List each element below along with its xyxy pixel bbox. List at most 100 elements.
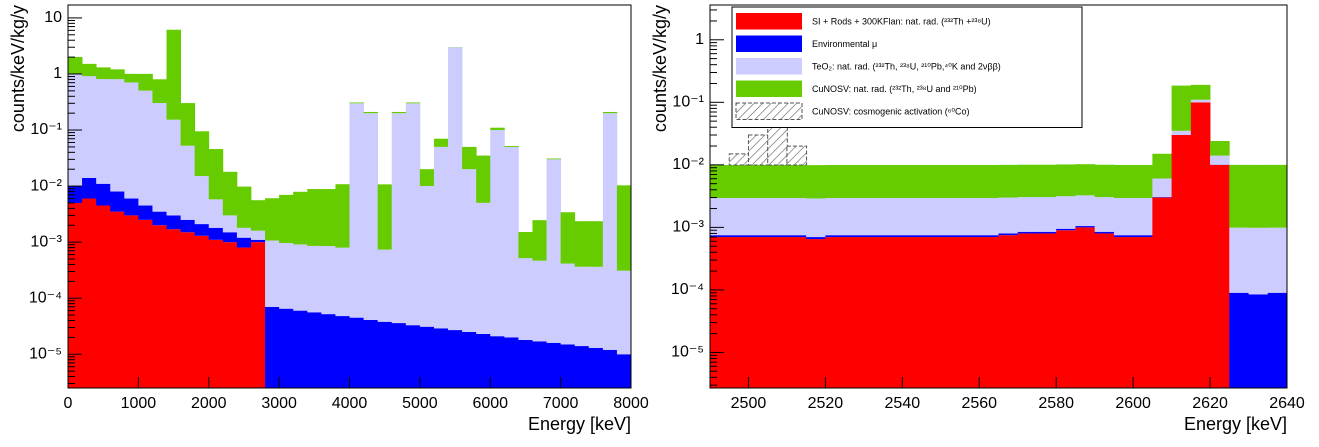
y-tick-label: 10⁻³: [30, 233, 62, 250]
histogram-bin: [138, 91, 152, 206]
histogram-bin: [490, 130, 504, 336]
histogram-bin: [1191, 100, 1211, 103]
histogram-bin: [1056, 164, 1076, 196]
histogram-bin: [768, 165, 788, 198]
histogram-bin: [1114, 237, 1134, 390]
histogram-bin: [806, 237, 826, 239]
y-tick-label: 10⁻³: [672, 219, 704, 236]
histogram-bin: [1075, 226, 1095, 227]
histogram-bin: [251, 242, 265, 390]
histogram-bin: [748, 198, 768, 235]
histogram-bin: [1075, 164, 1095, 195]
histogram-bin: [902, 237, 922, 390]
histogram-bin: [1172, 135, 1192, 390]
legend-label: TeO₂: nat. rad. (²³²Th, ²³⁸U, ²¹⁰Pb,⁴⁰K …: [812, 62, 1001, 72]
histogram-bin: [787, 165, 807, 198]
x-tick-label: 8000: [613, 395, 649, 412]
histogram-bin: [768, 237, 788, 390]
histogram-bin: [729, 165, 749, 198]
y-tick-label: 10⁻²: [30, 177, 62, 194]
plot-area: [68, 30, 631, 390]
histogram-bin: [845, 237, 865, 390]
histogram-bin: [364, 113, 378, 320]
histogram-bin: [152, 79, 166, 103]
histogram-bin: [406, 103, 420, 325]
histogram-bin: [448, 47, 462, 330]
histogram-bin: [392, 112, 406, 113]
histogram-bin: [96, 67, 110, 79]
histogram-bin: [167, 120, 181, 216]
histogram-bin: [603, 112, 617, 113]
histogram-bin: [1018, 197, 1038, 232]
histogram-bin: [82, 76, 96, 178]
histogram-bin: [617, 271, 631, 355]
histogram-bin: [96, 184, 110, 206]
histogram-bin: [237, 248, 251, 390]
histogram-bin: [1152, 154, 1172, 179]
histogram-bin: [378, 322, 392, 390]
histogram-bin: [1075, 195, 1095, 226]
histogram-bin: [979, 237, 999, 390]
histogram-bin: [420, 327, 434, 390]
histogram-bin: [1037, 232, 1057, 234]
histogram-bin: [1229, 228, 1249, 293]
histogram-bin: [237, 187, 251, 228]
histogram-bin: [209, 228, 223, 240]
histogram-bin: [364, 320, 378, 390]
histogram-bin: [589, 348, 603, 390]
histogram-bin: [768, 198, 788, 235]
histogram-bin: [335, 184, 349, 247]
histogram-bin: [350, 318, 364, 390]
histogram-bin: [181, 220, 195, 232]
histogram-bin: [1210, 141, 1230, 156]
histogram-bin: [603, 350, 617, 390]
histogram-bin: [575, 267, 589, 346]
x-tick-label: 7000: [543, 395, 579, 412]
histogram-bin: [223, 242, 237, 390]
histogram-bin: [806, 165, 826, 198]
histogram-bin: [845, 165, 865, 198]
histogram-bin: [504, 147, 518, 337]
histogram-bin: [1249, 165, 1269, 228]
histogram-bin: [265, 240, 279, 306]
histogram-bin: [138, 206, 152, 220]
legend-label: SI + Rods + 300KFlan: nat. rad. (²³²Th +…: [812, 17, 991, 27]
histogram-bin: [1018, 232, 1038, 234]
histogram-bin: [960, 165, 980, 198]
histogram-bin: [1114, 235, 1134, 237]
histogram-bin: [167, 30, 181, 120]
histogram-bin: [279, 243, 293, 309]
histogram-bin: [922, 198, 942, 235]
x-tick-label: 2580: [1038, 395, 1074, 412]
histogram-bin: [321, 246, 335, 314]
histogram-bin: [307, 189, 321, 246]
x-tick-label: 2500: [731, 395, 767, 412]
histogram-bin: [223, 232, 237, 242]
histogram-bin: [110, 212, 124, 390]
histogram-bin: [1133, 237, 1153, 390]
histogram-bin: [1249, 228, 1269, 295]
histogram-bin: [1268, 228, 1288, 293]
histogram-bin: [575, 346, 589, 390]
histogram-bin: [167, 229, 181, 390]
x-tick-label: 2520: [808, 395, 844, 412]
histogram-bin: [864, 165, 884, 198]
histogram-bin: [532, 261, 546, 342]
histogram-bin: [124, 199, 138, 216]
histogram-bin: [547, 159, 561, 160]
histogram-bin: [293, 311, 307, 390]
y-tick-label: 1: [53, 65, 62, 82]
histogram-bin: [922, 237, 942, 390]
x-tick-label: 2560: [961, 395, 997, 412]
histogram-bin: [335, 316, 349, 390]
histogram-bin: [96, 206, 110, 390]
histogram-bin: [392, 323, 406, 390]
histogram-bin: [787, 198, 807, 235]
histogram-bin: [902, 198, 922, 235]
histogram-bin: [941, 165, 961, 198]
x-tick-label: 1000: [121, 395, 157, 412]
histogram-bin: [787, 237, 807, 390]
histogram-bin: [476, 156, 490, 203]
histogram-bin: [1095, 233, 1115, 390]
x-tick-label: 2620: [1192, 395, 1228, 412]
